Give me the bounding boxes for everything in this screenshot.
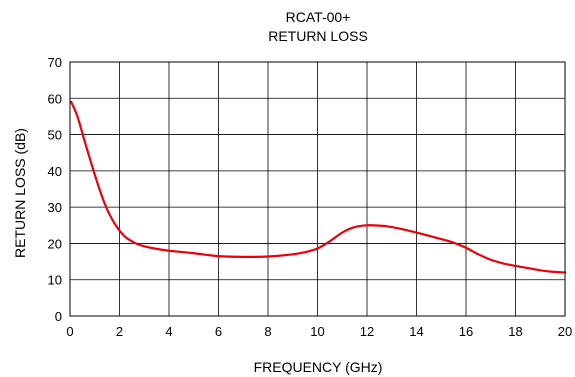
x-tick-labels: 0 2 4 6 8 10 12 14 16 18 20 xyxy=(66,324,572,339)
x-tick-label: 12 xyxy=(360,324,374,339)
y-tick-label: 20 xyxy=(48,236,62,251)
x-tick-label: 18 xyxy=(508,324,522,339)
chart-subtitle: RETURN LOSS xyxy=(268,28,368,44)
x-tick-label: 6 xyxy=(215,324,222,339)
y-axis-label: RETURN LOSS (dB) xyxy=(12,128,28,258)
y-tick-labels: 0 10 20 30 40 50 60 70 xyxy=(48,55,62,324)
x-tick-label: 8 xyxy=(264,324,271,339)
y-tick-label: 10 xyxy=(48,273,62,288)
y-tick-label: 50 xyxy=(48,128,62,143)
y-tick-label: 30 xyxy=(48,200,62,215)
grid-lines xyxy=(69,61,566,317)
y-tick-label: 60 xyxy=(48,91,62,106)
series-line xyxy=(70,100,567,274)
y-tick-label: 70 xyxy=(48,55,62,70)
x-tick-label: 2 xyxy=(116,324,123,339)
x-axis-label: FREQUENCY (GHz) xyxy=(254,359,383,375)
x-tick-label: 16 xyxy=(459,324,473,339)
x-tick-label: 4 xyxy=(165,324,172,339)
x-tick-label: 14 xyxy=(409,324,423,339)
y-tick-label: 40 xyxy=(48,164,62,179)
x-tick-label: 10 xyxy=(310,324,324,339)
y-tick-label: 0 xyxy=(55,309,62,324)
x-tick-label: 20 xyxy=(558,324,572,339)
chart-title: RCAT-00+ xyxy=(286,9,351,25)
plot-frame xyxy=(69,61,566,317)
x-tick-label: 0 xyxy=(66,324,73,339)
series-lines xyxy=(70,100,567,274)
